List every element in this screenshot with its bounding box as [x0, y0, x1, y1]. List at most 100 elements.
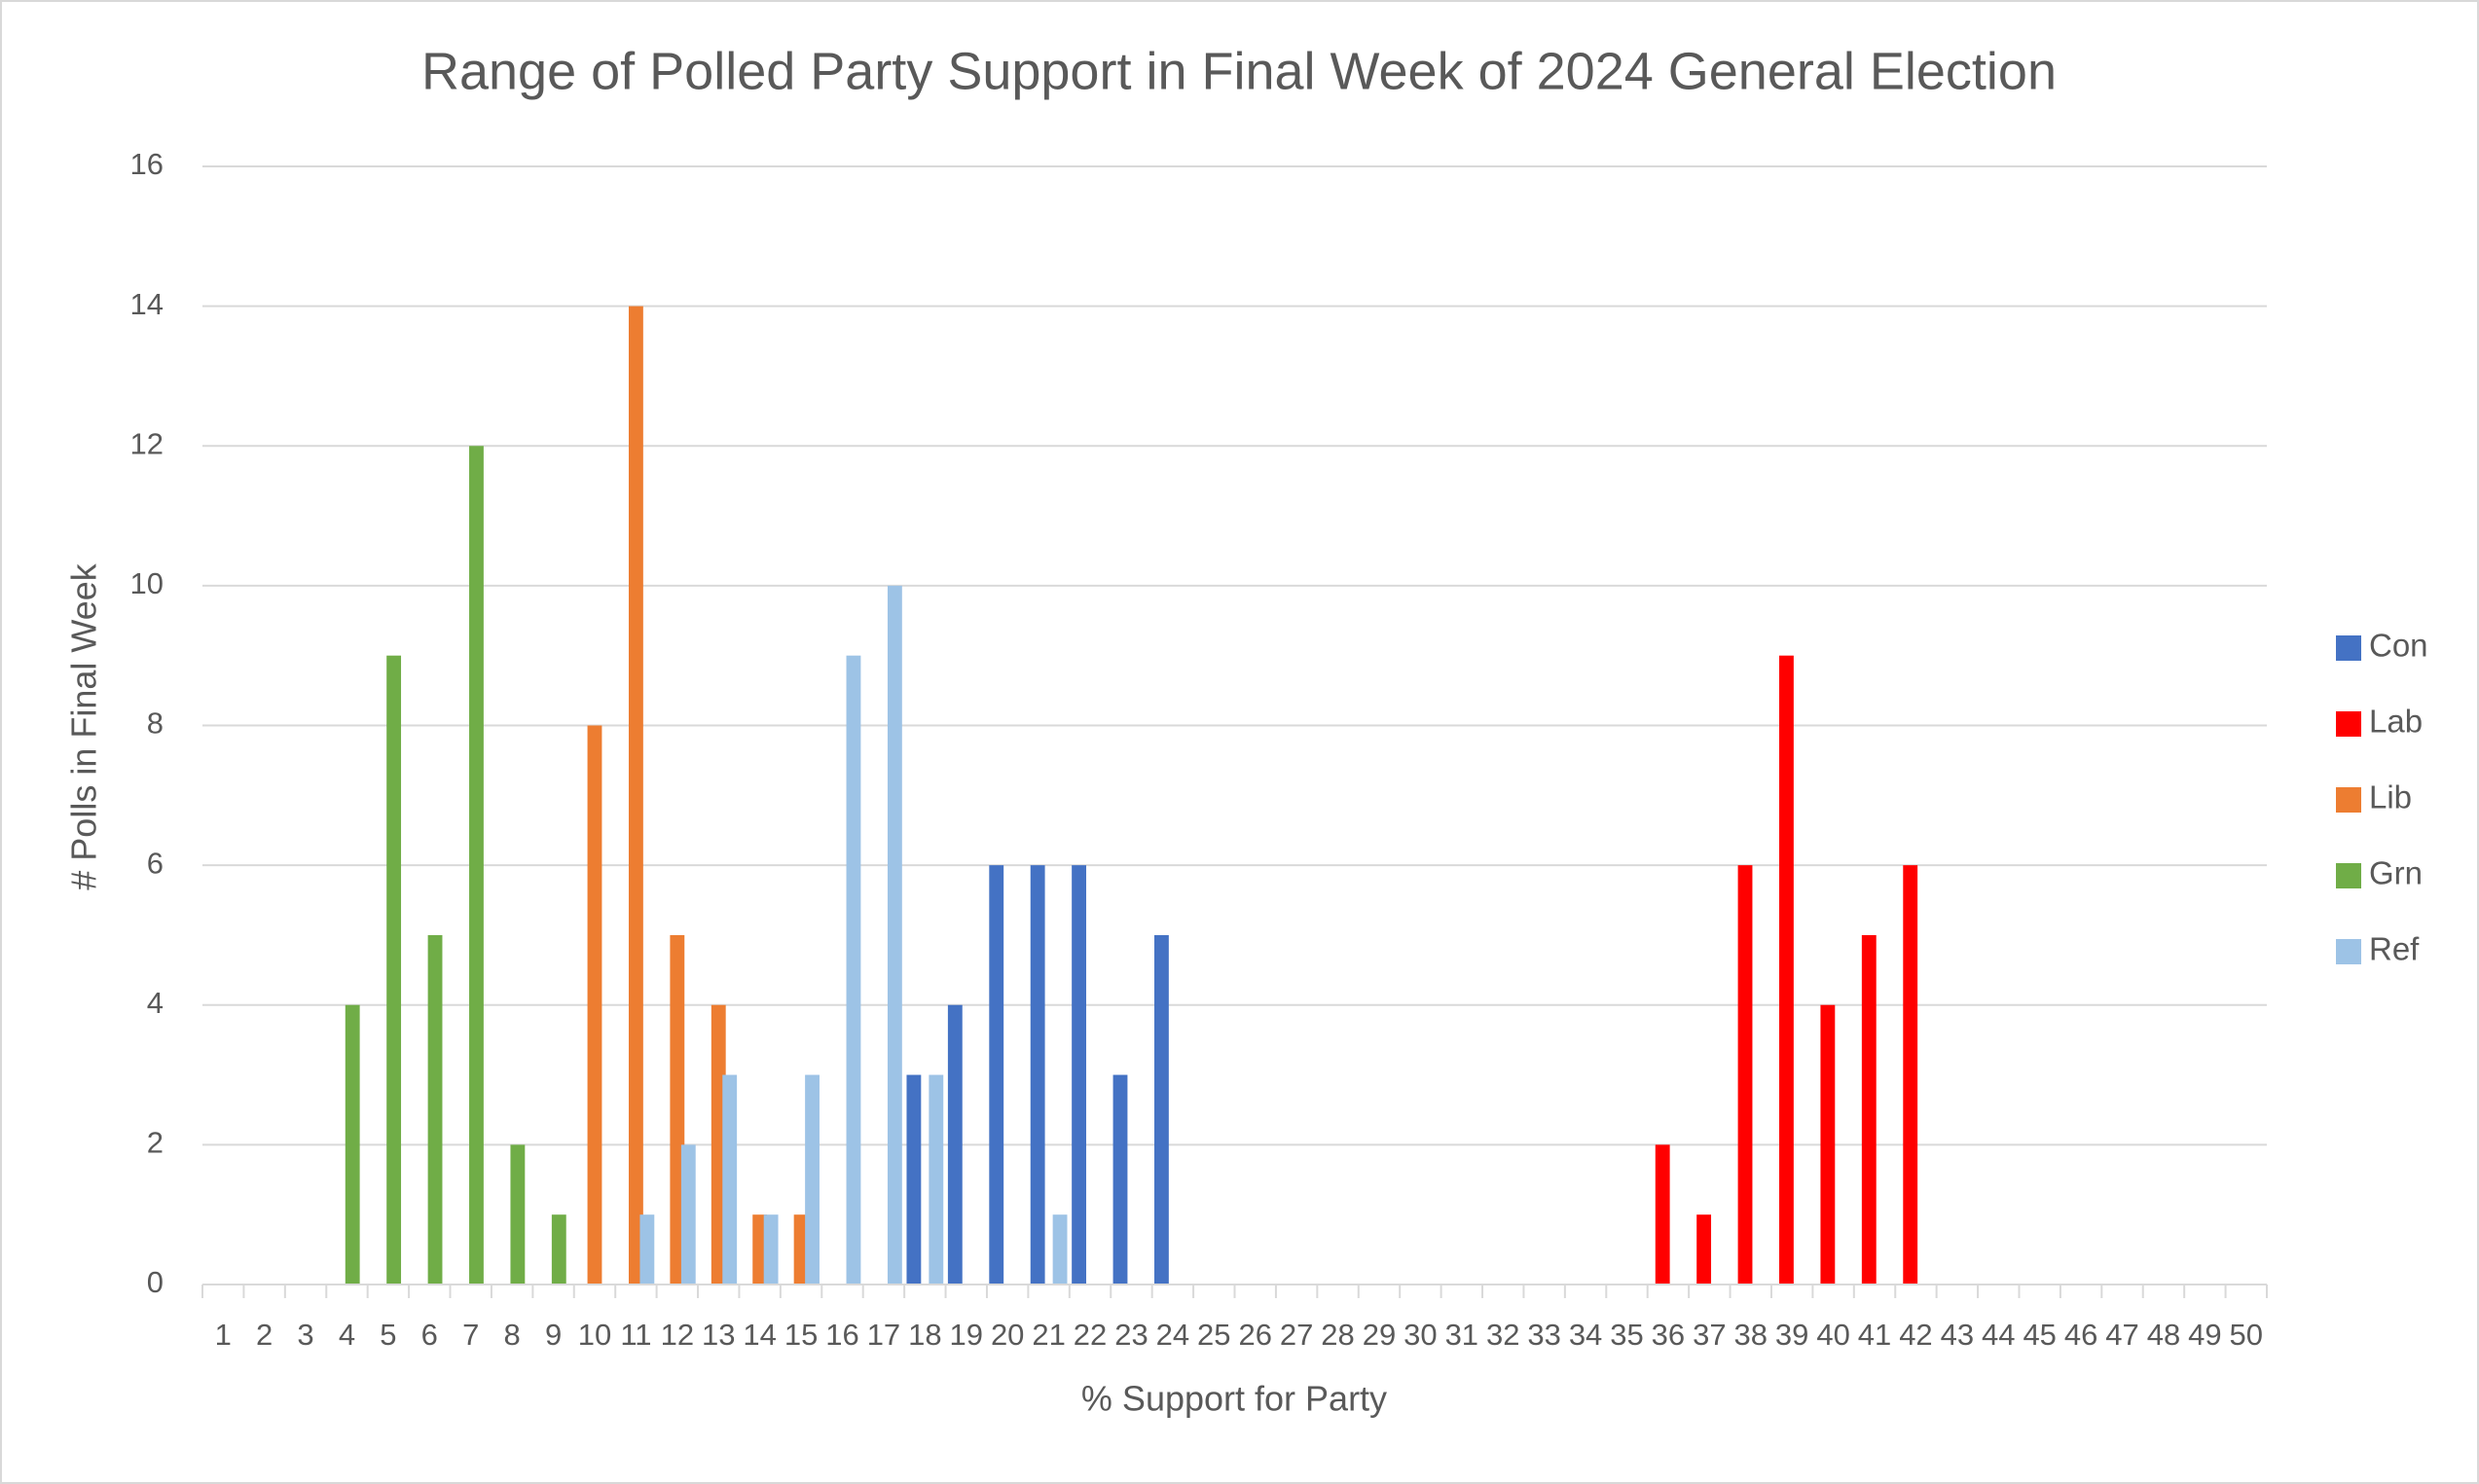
bar: [1030, 865, 1045, 1285]
bar: [670, 934, 685, 1285]
x-tick-label: 9: [545, 1318, 562, 1352]
bar: [906, 1074, 922, 1285]
x-tick-label: 32: [1486, 1318, 1519, 1352]
bar: [1861, 934, 1877, 1285]
x-tick-label: 35: [1610, 1318, 1643, 1352]
bar: [1655, 1144, 1670, 1285]
legend-swatch: [2336, 635, 2361, 661]
y-tick-label: 10: [130, 566, 164, 600]
bar: [1153, 934, 1169, 1285]
x-tick-label: 40: [1816, 1318, 1849, 1352]
x-tick-label: 27: [1280, 1318, 1313, 1352]
x-tick-label: 4: [339, 1318, 355, 1352]
bar: [1052, 1214, 1068, 1285]
x-tick-label: 10: [578, 1318, 611, 1352]
y-tick-label: 2: [147, 1126, 164, 1160]
x-tick-label: 48: [2147, 1318, 2180, 1352]
x-tick-label: 22: [1074, 1318, 1107, 1352]
bar: [887, 585, 902, 1285]
legend-swatch: [2336, 787, 2361, 813]
bar: [628, 306, 643, 1285]
y-tick-label: 0: [147, 1265, 164, 1299]
x-tick-label: 2: [256, 1318, 273, 1352]
x-tick-label: 50: [2230, 1318, 2263, 1352]
x-tick-label: 8: [504, 1318, 521, 1352]
legend-label: Grn: [2369, 855, 2423, 891]
y-tick-label: 12: [130, 426, 164, 460]
bar: [469, 446, 484, 1285]
x-tick-label: 43: [1941, 1318, 1974, 1352]
x-tick-label: 3: [297, 1318, 313, 1352]
x-tick-label: 33: [1527, 1318, 1560, 1352]
x-tick-label: 25: [1197, 1318, 1230, 1352]
x-tick-label: 6: [421, 1318, 438, 1352]
bar: [1696, 1214, 1712, 1285]
x-tick-label: 1: [215, 1318, 232, 1352]
x-tick-label: 29: [1363, 1318, 1396, 1352]
x-tick-label: 13: [702, 1318, 735, 1352]
x-tick-label: 20: [991, 1318, 1024, 1352]
x-tick-label: 5: [380, 1318, 396, 1352]
x-tick-label: 49: [2188, 1318, 2221, 1352]
bar: [793, 1214, 809, 1285]
legend-label: Con: [2369, 628, 2428, 664]
x-tick-label: 45: [2023, 1318, 2056, 1352]
x-tick-label: 11: [620, 1318, 651, 1352]
x-tick-label: 46: [2064, 1318, 2097, 1352]
x-tick-label: 24: [1156, 1318, 1189, 1352]
x-tick-label: 17: [867, 1318, 900, 1352]
legend-label: Lab: [2369, 704, 2423, 740]
bar: [1779, 655, 1794, 1285]
bar: [1112, 1074, 1128, 1285]
x-tick-label: 21: [1032, 1318, 1065, 1352]
x-tick-label: 23: [1114, 1318, 1148, 1352]
chart-title: Range of Polled Party Support in Final W…: [421, 42, 2057, 100]
y-tick-label: 4: [147, 986, 164, 1020]
y-tick-label: 14: [130, 287, 164, 321]
x-tick-label: 38: [1734, 1318, 1768, 1352]
x-tick-label: 19: [950, 1318, 983, 1352]
y-tick-label: 16: [130, 147, 164, 181]
x-tick-label: 42: [1899, 1318, 1932, 1352]
bar: [345, 1004, 360, 1285]
x-tick-label: 37: [1693, 1318, 1726, 1352]
bar: [427, 934, 443, 1285]
legend-label: Ref: [2369, 931, 2420, 967]
legend-swatch: [2336, 939, 2361, 964]
bar: [1820, 1004, 1836, 1285]
bar: [805, 1074, 820, 1285]
bar: [510, 1144, 526, 1285]
legend-swatch: [2336, 711, 2361, 737]
x-tick-label: 47: [2105, 1318, 2138, 1352]
x-tick-label: 31: [1445, 1318, 1478, 1352]
bar: [989, 865, 1004, 1285]
x-tick-label: 39: [1775, 1318, 1808, 1352]
bar: [587, 725, 602, 1285]
bar: [763, 1214, 779, 1285]
legend-swatch: [2336, 863, 2361, 888]
x-axis-label: % Support for Party: [1081, 1379, 1387, 1419]
x-tick-label: 44: [1982, 1318, 2015, 1352]
bar: [1072, 865, 1087, 1285]
bar: [929, 1074, 944, 1285]
x-tick-label: 7: [462, 1318, 479, 1352]
x-tick-label: 18: [908, 1318, 941, 1352]
x-tick-label: 34: [1569, 1318, 1602, 1352]
y-axis-label: # Polls in Final Week: [64, 562, 104, 889]
x-tick-label: 12: [661, 1318, 694, 1352]
bar: [1737, 865, 1753, 1285]
bar: [639, 1214, 655, 1285]
x-tick-label: 36: [1652, 1318, 1685, 1352]
x-tick-label: 15: [784, 1318, 818, 1352]
bar: [680, 1144, 696, 1285]
bar: [722, 1074, 738, 1285]
x-tick-label: 28: [1321, 1318, 1354, 1352]
legend-label: Lib: [2369, 779, 2412, 815]
x-tick-label: 30: [1404, 1318, 1437, 1352]
x-tick-label: 41: [1858, 1318, 1891, 1352]
y-tick-label: 6: [147, 846, 164, 880]
bar: [551, 1214, 566, 1285]
